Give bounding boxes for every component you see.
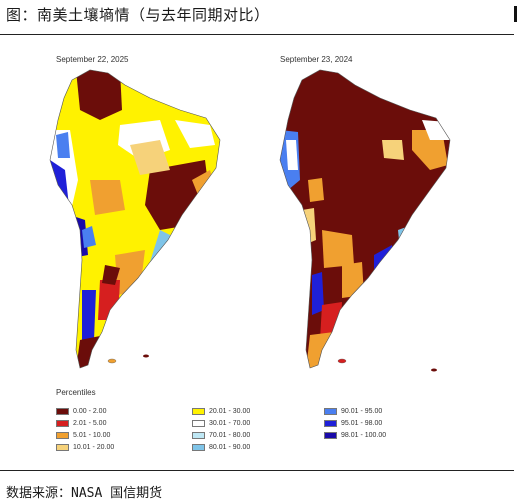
legend-swatch: [324, 432, 337, 439]
legend-label: 5.01 - 10.00: [73, 432, 111, 439]
source-note: 数据来源：NASA 国信期货: [6, 486, 163, 501]
legend-item: 30.01 - 70.00: [192, 420, 250, 427]
legend-label: 2.01 - 5.00: [73, 420, 107, 427]
legend-label: 98.01 - 100.00: [341, 432, 387, 439]
map-date-2025: September 22, 2025: [56, 55, 129, 64]
map-panel-2025: September 22, 2025: [10, 40, 250, 380]
legend-swatch: [324, 408, 337, 415]
map-panel-2024: September 23, 2024: [262, 40, 502, 380]
edge-mark: [514, 6, 517, 22]
legend-swatch: [56, 420, 69, 427]
legend-item: 10.01 - 20.00: [56, 444, 114, 451]
legend-label: 95.01 - 98.00: [341, 420, 383, 427]
legend-label: 20.01 - 30.00: [209, 408, 251, 415]
top-rule: [0, 34, 514, 35]
legend-item: 20.01 - 30.00: [192, 408, 250, 415]
legend-item: 5.01 - 10.00: [56, 432, 110, 439]
legend-label: 0.00 - 2.00: [73, 408, 107, 415]
legend-label: 90.01 - 95.00: [341, 408, 383, 415]
legend-title: Percentiles: [56, 388, 96, 397]
legend-swatch: [192, 432, 205, 439]
legend-swatch: [192, 444, 205, 451]
legend-item: 0.00 - 2.00: [56, 408, 106, 415]
legend-swatch: [192, 408, 205, 415]
legend: Percentiles 0.00 - 2.00 2.01 - 5.00 5.01 -…: [56, 388, 436, 468]
map-date-2024: September 23, 2024: [280, 55, 353, 64]
legend-item: 70.01 - 80.00: [192, 432, 250, 439]
legend-swatch: [192, 420, 205, 427]
legend-item: 98.01 - 100.00: [324, 432, 386, 439]
legend-swatch: [324, 420, 337, 427]
legend-item: 80.01 - 90.00: [192, 444, 250, 451]
legend-item: 90.01 - 95.00: [324, 408, 382, 415]
legend-label: 10.01 - 20.00: [73, 444, 115, 451]
legend-label: 80.01 - 90.00: [209, 444, 251, 451]
figure-title: 图：南美土壤墒情（与去年同期对比）: [6, 6, 270, 24]
legend-item: 2.01 - 5.00: [56, 420, 106, 427]
legend-swatch: [56, 444, 69, 451]
legend-swatch: [56, 408, 69, 415]
bottom-rule: [0, 470, 514, 471]
legend-swatch: [56, 432, 69, 439]
legend-label: 70.01 - 80.00: [209, 432, 251, 439]
legend-item: 95.01 - 98.00: [324, 420, 382, 427]
south-america-map-2025: [49, 69, 221, 369]
south-america-map-2024: [279, 69, 451, 372]
legend-label: 30.01 - 70.00: [209, 420, 251, 427]
